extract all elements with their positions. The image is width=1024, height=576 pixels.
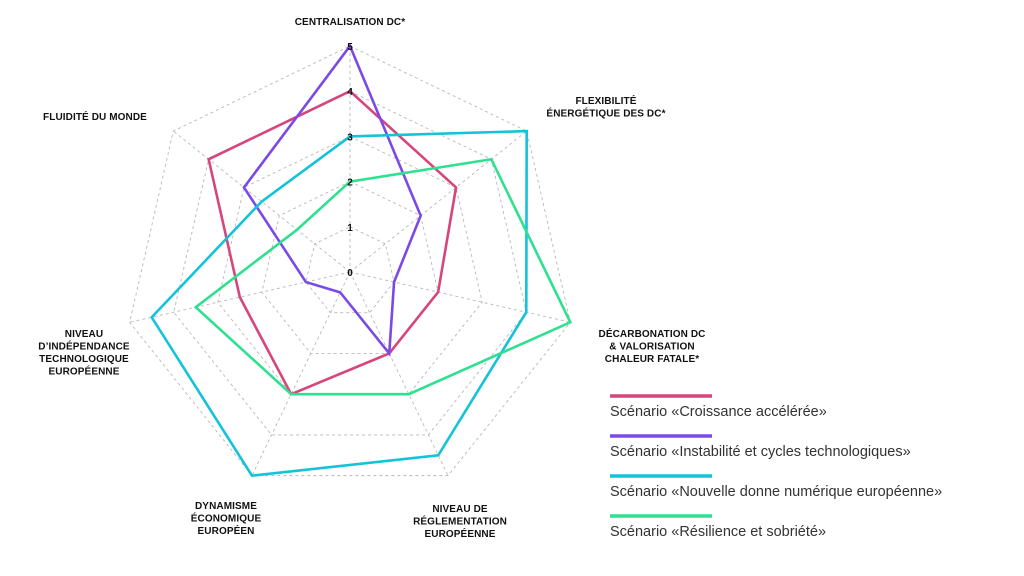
- grid-ring-5: [129, 45, 571, 477]
- grid-spoke-2: [349, 271, 571, 323]
- series-line-2: [150, 129, 528, 477]
- grid-spoke-6: [173, 130, 351, 273]
- series-line-3: [193, 157, 573, 396]
- legend: Scénario «Croissance accélérée» Scénario …: [610, 394, 942, 540]
- series-line-1: [242, 43, 423, 357]
- radar-grid: [129, 45, 571, 477]
- grid-ring-2: [261, 181, 439, 354]
- grid-spoke-1: [349, 130, 527, 273]
- axis-label-1: FLEXIBILITÉ ÉNERGÉTIQUE DES DC*: [546, 94, 665, 120]
- axis-label-3: NIVEAU DE RÉGLEMENTATION EUROPÉENNE: [413, 504, 507, 540]
- grid-spoke-4: [251, 271, 351, 476]
- tick-label-3: 3: [347, 132, 353, 143]
- tick-label-0: 0: [347, 268, 353, 279]
- axis-labels: CENTRALISATION DC* FLEXIBILITÉ ÉNERGÉTIQUE…: [38, 17, 705, 540]
- radial-tick-labels: 0 1 2 3 4 5: [347, 42, 353, 279]
- axis-label-0: CENTRALISATION DC*: [295, 17, 406, 28]
- legend-label-2: Scénario «Nouvelle donne numérique europ…: [610, 484, 942, 500]
- axis-label-5: NIVEAU D’INDÉPENDANCE TECHNOLOGIQUE EUROPÉE…: [38, 329, 130, 378]
- legend-label-3: Scénario «Résilience et sobriété»: [610, 524, 826, 540]
- tick-label-5: 5: [347, 42, 353, 53]
- tick-label-2: 2: [347, 178, 353, 189]
- series-line-0: [207, 89, 458, 396]
- radar-series-group: [150, 43, 573, 477]
- grid-ring-1: [305, 226, 395, 314]
- legend-label-1: Scénario «Instabilité et cycles technolo…: [610, 444, 911, 460]
- grid-ring-3: [217, 135, 483, 395]
- tick-label-4: 4: [347, 87, 353, 98]
- axis-label-4: DYNAMISME ÉCONOMIQUE EUROPÉEN: [191, 501, 262, 537]
- legend-label-0: Scénario «Croissance accélérée»: [610, 404, 827, 420]
- axis-label-6: FLUIDITÉ DU MONDE: [43, 110, 147, 123]
- grid-spoke-3: [349, 271, 449, 476]
- grid-spoke-5: [129, 271, 351, 323]
- axis-label-2: DÉCARBONATION DC & VALORISATION CHALEUR FA…: [599, 327, 706, 365]
- tick-label-1: 1: [347, 223, 353, 234]
